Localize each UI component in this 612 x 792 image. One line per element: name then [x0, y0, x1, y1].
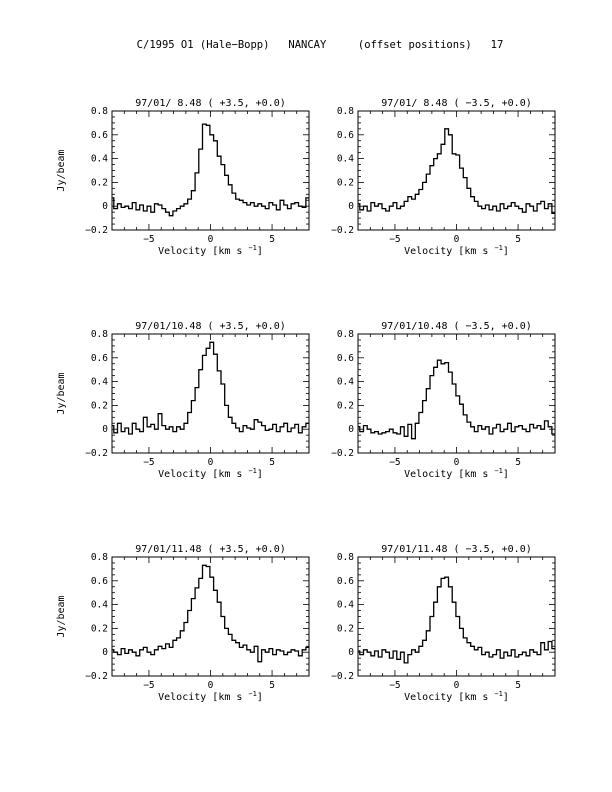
y-tick-label: 0.2 [337, 623, 354, 634]
y-tick-label: 0.8 [91, 329, 108, 340]
y-tick-label: 0.6 [91, 130, 108, 141]
x-axis-label: Velocity [km s −1] [404, 244, 509, 257]
y-tick-label: 0.8 [91, 552, 108, 563]
panel-title: 97/01/11.48 ( −3.5, +0.0) [381, 544, 532, 555]
x-axis-label: Velocity [km s −1] [158, 690, 263, 703]
x-tick-label: 0 [208, 457, 214, 468]
x-tick-label: −5 [143, 457, 154, 468]
x-tick-label: 5 [515, 457, 521, 468]
y-tick-label: 0.4 [91, 377, 108, 388]
y-axis-label: Jy/beam [56, 372, 67, 414]
spectrum-line [112, 564, 309, 663]
panel-4: 97/01/10.48 ( −3.5, +0.0) −5 0 5 −0.2 0 0.2 0.4… [331, 321, 556, 480]
y-tick-label: 0.6 [91, 576, 108, 587]
y-tick-label: 0.4 [337, 154, 354, 165]
x-tick-label: −5 [389, 680, 400, 691]
y-tick-label: −0.2 [85, 671, 108, 682]
y-tick-label: 0.2 [337, 400, 354, 411]
panel-5: 97/01/11.48 ( +3.5, +0.0) −5 0 5 −0.2 0 0.2 0.4… [56, 544, 310, 703]
figure-title: C/1995 O1 (Hale−Bopp) NANCAY (offset pos… [137, 39, 504, 51]
panel-title: 97/01/10.48 ( +3.5, +0.0) [135, 321, 286, 332]
panel-2: 97/01/ 8.48 ( −3.5, +0.0) −5 0 5 −0.2 0 0.2 0.4… [331, 98, 556, 257]
x-tick-label: 0 [454, 680, 460, 691]
panel-3: 97/01/10.48 ( +3.5, +0.0) −5 0 5 −0.2 0 0.2 0.4… [56, 321, 310, 480]
y-tick-label: 0.4 [91, 154, 108, 165]
y-tick-label: 0 [102, 647, 108, 658]
y-tick-label: 0 [348, 424, 354, 435]
spectrum-line [358, 359, 555, 440]
y-tick-label: 0.8 [337, 329, 354, 340]
y-tick-label: 0.6 [337, 353, 354, 364]
panel-title: 97/01/ 8.48 ( −3.5, +0.0) [381, 98, 532, 109]
x-tick-label: 0 [454, 234, 460, 245]
y-tick-label: −0.2 [85, 225, 108, 236]
y-tick-label: 0.4 [337, 377, 354, 388]
spectrum-line [358, 128, 555, 214]
x-axis-label: Velocity [km s −1] [404, 467, 509, 480]
x-tick-label: −5 [389, 234, 400, 245]
y-tick-label: 0.4 [91, 600, 108, 611]
spectrum-line [112, 341, 309, 435]
y-tick-label: 0.6 [337, 576, 354, 587]
x-tick-label: 5 [269, 234, 275, 245]
x-axis-label: Velocity [km s −1] [158, 467, 263, 480]
plot-frame [111, 333, 310, 454]
y-tick-label: 0.2 [91, 177, 108, 188]
panel-title: 97/01/ 8.48 ( +3.5, +0.0) [135, 98, 286, 109]
y-tick-label: 0 [348, 201, 354, 212]
y-axis-label: Jy/beam [56, 149, 67, 191]
y-tick-label: 0.8 [337, 552, 354, 563]
y-tick-label: 0.4 [337, 600, 354, 611]
panel-title: 97/01/11.48 ( +3.5, +0.0) [135, 544, 286, 555]
x-tick-label: 5 [269, 457, 275, 468]
x-tick-label: 0 [208, 680, 214, 691]
x-tick-label: −5 [143, 680, 154, 691]
y-tick-label: 0.6 [91, 353, 108, 364]
y-tick-label: 0.2 [91, 400, 108, 411]
x-axis-label: Velocity [km s −1] [158, 244, 263, 257]
y-axis-label: Jy/beam [56, 595, 67, 637]
x-tick-label: 5 [515, 234, 521, 245]
panel-1: 97/01/ 8.48 ( +3.5, +0.0) −5 0 5 −0.2 0 0.2 0.4… [56, 98, 310, 257]
y-tick-label: 0.2 [91, 623, 108, 634]
x-tick-label: −5 [143, 234, 154, 245]
x-tick-label: −5 [389, 457, 400, 468]
y-tick-label: 0.8 [91, 106, 108, 117]
y-tick-label: −0.2 [85, 448, 108, 459]
spectrum-line [112, 123, 309, 217]
y-tick-label: −0.2 [331, 448, 354, 459]
y-tick-label: −0.2 [331, 671, 354, 682]
y-tick-label: 0 [102, 424, 108, 435]
y-tick-label: −0.2 [331, 225, 354, 236]
x-axis-label: Velocity [km s −1] [404, 690, 509, 703]
x-tick-label: 5 [515, 680, 521, 691]
x-tick-label: 0 [454, 457, 460, 468]
panel-6: 97/01/11.48 ( −3.5, +0.0) −5 0 5 −0.2 0 0.2 0.4… [331, 544, 556, 703]
y-tick-label: 0.2 [337, 177, 354, 188]
x-tick-label: 5 [269, 680, 275, 691]
y-tick-label: 0.6 [337, 130, 354, 141]
panel-title: 97/01/10.48 ( −3.5, +0.0) [381, 321, 532, 332]
x-tick-label: 0 [208, 234, 214, 245]
spectrum-line [358, 576, 555, 664]
y-tick-label: 0 [348, 647, 354, 658]
y-tick-label: 0.8 [337, 106, 354, 117]
y-tick-label: 0 [102, 201, 108, 212]
